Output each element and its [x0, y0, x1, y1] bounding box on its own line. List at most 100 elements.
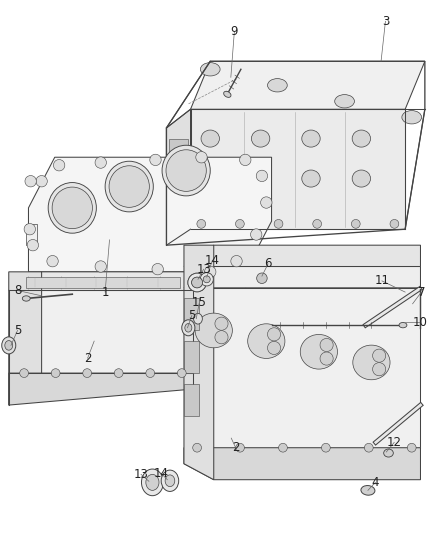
- Ellipse shape: [335, 94, 354, 108]
- Text: 13: 13: [134, 468, 148, 481]
- Polygon shape: [184, 448, 420, 480]
- Ellipse shape: [161, 470, 179, 491]
- Circle shape: [373, 349, 386, 362]
- Circle shape: [197, 220, 206, 228]
- Circle shape: [236, 443, 244, 452]
- Ellipse shape: [384, 449, 393, 457]
- Ellipse shape: [192, 277, 202, 288]
- Circle shape: [364, 443, 373, 452]
- Ellipse shape: [2, 337, 16, 354]
- Circle shape: [407, 443, 416, 452]
- Circle shape: [313, 220, 321, 228]
- Text: 13: 13: [196, 263, 211, 276]
- Ellipse shape: [5, 341, 13, 350]
- Ellipse shape: [300, 335, 337, 369]
- Circle shape: [193, 443, 201, 452]
- Circle shape: [320, 338, 333, 352]
- Ellipse shape: [224, 91, 231, 98]
- Polygon shape: [184, 384, 199, 416]
- Circle shape: [257, 273, 267, 284]
- Polygon shape: [26, 224, 37, 245]
- Ellipse shape: [302, 130, 320, 147]
- Circle shape: [236, 220, 244, 228]
- Ellipse shape: [195, 313, 232, 348]
- Ellipse shape: [247, 324, 285, 358]
- Circle shape: [152, 263, 163, 275]
- Circle shape: [268, 328, 281, 341]
- Circle shape: [27, 239, 39, 251]
- Ellipse shape: [201, 170, 219, 187]
- Circle shape: [146, 369, 155, 377]
- Circle shape: [83, 369, 92, 377]
- Ellipse shape: [200, 63, 220, 76]
- Circle shape: [268, 341, 281, 354]
- Polygon shape: [9, 290, 193, 373]
- Ellipse shape: [141, 469, 163, 496]
- Polygon shape: [191, 109, 405, 229]
- Ellipse shape: [200, 273, 213, 286]
- Text: 3: 3: [382, 15, 389, 28]
- Ellipse shape: [105, 161, 153, 212]
- Text: 4: 4: [371, 476, 379, 489]
- Polygon shape: [191, 61, 425, 109]
- Ellipse shape: [399, 322, 407, 328]
- Polygon shape: [184, 341, 199, 373]
- Ellipse shape: [201, 130, 219, 147]
- Polygon shape: [9, 272, 193, 290]
- Circle shape: [51, 369, 60, 377]
- Text: 2: 2: [84, 352, 92, 365]
- Circle shape: [196, 151, 207, 163]
- Ellipse shape: [188, 273, 206, 292]
- Ellipse shape: [48, 182, 96, 233]
- Ellipse shape: [353, 345, 390, 379]
- Text: 14: 14: [205, 254, 220, 266]
- Polygon shape: [166, 109, 191, 245]
- Circle shape: [321, 443, 330, 452]
- Text: 6: 6: [264, 257, 272, 270]
- Circle shape: [274, 220, 283, 228]
- Polygon shape: [9, 373, 193, 405]
- Circle shape: [205, 266, 216, 278]
- Circle shape: [53, 159, 65, 171]
- Polygon shape: [184, 245, 214, 480]
- Ellipse shape: [194, 313, 202, 324]
- Polygon shape: [9, 272, 42, 405]
- Polygon shape: [184, 288, 420, 448]
- Circle shape: [231, 255, 242, 267]
- Ellipse shape: [188, 273, 206, 292]
- Polygon shape: [184, 298, 199, 330]
- Polygon shape: [169, 139, 188, 176]
- Ellipse shape: [166, 150, 206, 191]
- Circle shape: [251, 229, 262, 240]
- Text: 5: 5: [188, 309, 195, 322]
- Circle shape: [351, 220, 360, 228]
- Text: 10: 10: [413, 316, 428, 329]
- Ellipse shape: [185, 324, 192, 332]
- Circle shape: [215, 317, 228, 330]
- Ellipse shape: [402, 110, 421, 124]
- Polygon shape: [184, 245, 420, 266]
- Circle shape: [256, 170, 268, 182]
- Ellipse shape: [165, 475, 175, 487]
- Text: 14: 14: [154, 467, 169, 480]
- Text: 12: 12: [387, 436, 402, 449]
- Circle shape: [373, 362, 386, 376]
- Circle shape: [36, 175, 47, 187]
- Circle shape: [215, 330, 228, 344]
- Ellipse shape: [182, 320, 195, 336]
- Ellipse shape: [146, 474, 159, 490]
- Ellipse shape: [109, 166, 149, 207]
- Text: 2: 2: [232, 441, 240, 454]
- Text: 11: 11: [374, 274, 389, 287]
- Ellipse shape: [251, 130, 270, 147]
- Circle shape: [320, 352, 333, 365]
- Ellipse shape: [203, 276, 210, 282]
- Polygon shape: [184, 266, 420, 288]
- Ellipse shape: [302, 170, 320, 187]
- Circle shape: [24, 223, 35, 235]
- Circle shape: [95, 261, 106, 272]
- Ellipse shape: [251, 170, 270, 187]
- Circle shape: [177, 369, 186, 377]
- Ellipse shape: [352, 130, 371, 147]
- Text: 7: 7: [417, 286, 425, 298]
